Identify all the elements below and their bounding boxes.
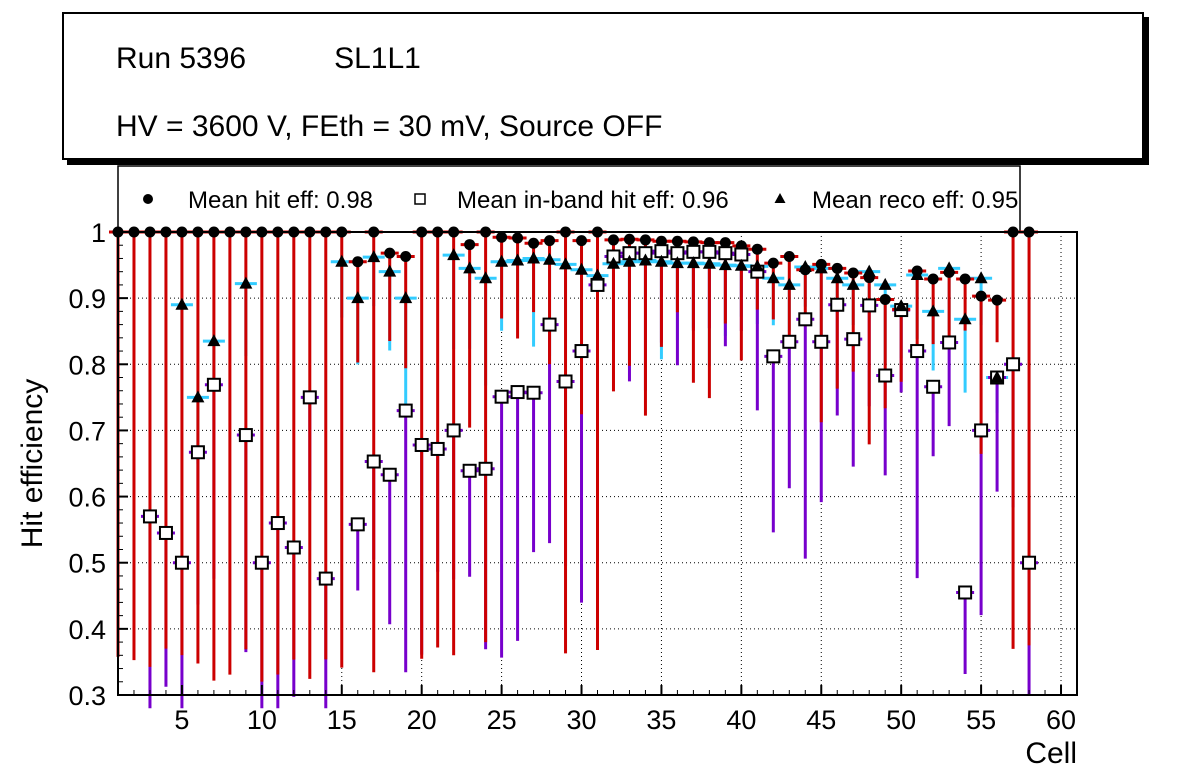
y-tick-label: 1	[91, 218, 106, 248]
axis-titles: Hit efficiency Cell	[16, 379, 1077, 770]
y-axis-title: Hit efficiency	[16, 379, 49, 549]
y-tick-label: 0.9	[68, 284, 106, 314]
header-line-run: Run 5396 SL1L1	[116, 42, 421, 76]
legend-open-square-icon	[414, 193, 426, 205]
x-tick-label: 60	[1046, 705, 1076, 735]
module-label: SL1L1	[334, 42, 421, 75]
axis-frame	[117, 231, 1078, 696]
x-tick-label: 40	[726, 705, 756, 735]
x-axis-title: Cell	[1025, 737, 1077, 770]
x-tick-label: 5	[174, 705, 189, 735]
x-tick-label: 50	[886, 705, 916, 735]
x-tick-label: 35	[646, 705, 676, 735]
legend-filled-circle-icon	[143, 194, 153, 204]
y-tick-label: 0.4	[68, 615, 106, 645]
x-tick-label: 15	[327, 705, 357, 735]
tick-labels: 5 10 15 20 25 30 35 40 45 50 55 60 0.3 0.4 0.5 0.6 0.7 0.…	[68, 218, 1076, 735]
y-tick-label: 0.7	[68, 416, 106, 446]
x-tick-label: 45	[806, 705, 836, 735]
y-tick-label: 0.8	[68, 350, 106, 380]
y-tick-label: 0.6	[68, 483, 106, 513]
header-line-conditions: HV = 3600 V, FEth = 30 mV, Source OFF	[116, 110, 663, 143]
y-tick-label: 0.5	[68, 549, 106, 579]
legend-box	[117, 165, 1021, 233]
x-tick-label: 10	[247, 705, 277, 735]
x-tick-label: 30	[566, 705, 596, 735]
legend-entry-label: Mean in-band hit eff: 0.96	[457, 187, 729, 214]
legend-entry-label: Mean hit eff: 0.98	[188, 187, 373, 214]
x-tick-label: 25	[487, 705, 517, 735]
legend-entry-label: Mean reco eff: 0.95	[812, 187, 1018, 214]
data-markers	[112, 226, 1037, 600]
info-header-box: Run 5396 SL1L1 HV = 3600 V, FEth = 30 mV,…	[62, 12, 1144, 160]
legend-items: Mean hit eff: 0.98 Mean in-band hit eff: …	[143, 187, 1018, 214]
y-tick-label: 0.3	[68, 681, 106, 711]
run-label: Run 5396	[116, 42, 247, 75]
x-tick-label: 55	[966, 705, 996, 735]
legend-filled-triangle-icon	[774, 193, 786, 203]
x-tick-label: 20	[407, 705, 437, 735]
